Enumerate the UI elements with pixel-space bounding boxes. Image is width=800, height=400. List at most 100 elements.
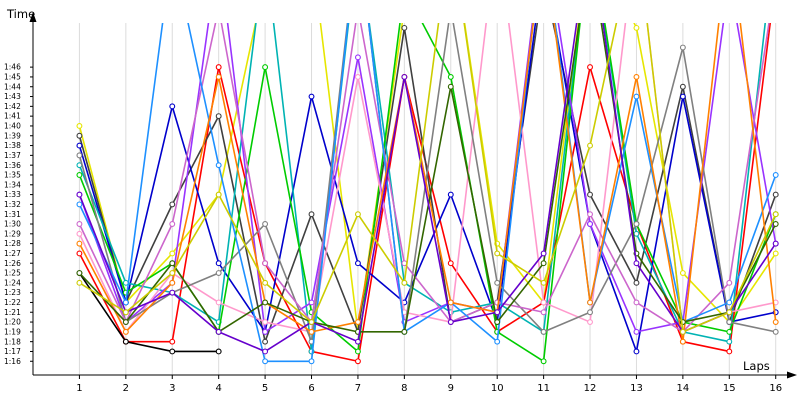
- series-5-point-lap-14: [679, 93, 686, 100]
- series-1-point-lap-16: [772, 250, 779, 257]
- series-16-point-lap-12: [587, 142, 593, 149]
- series-13-point-lap-9: [447, 299, 454, 306]
- series-9-point-lap-4: [215, 299, 222, 306]
- x-tick-labels: 1 2 3 4 5 6 7 8 9 10 11 12 13 14 15 16: [76, 375, 782, 394]
- y-tick-label: 1:32: [4, 200, 21, 209]
- series-7-point-lap-9: [447, 73, 454, 80]
- series-14-point-lap-8: [401, 328, 408, 335]
- y-tick-label: 1:30: [4, 220, 21, 229]
- series-16-point-lap-8: [401, 279, 408, 286]
- series-3-point-lap-3: [169, 348, 176, 355]
- series-12-point-lap-10: [494, 338, 501, 345]
- x-tick-label: 6: [308, 383, 314, 394]
- series-5-line: [78, 23, 776, 353]
- series-9-point-lap-1: [76, 230, 83, 237]
- series-10-point-lap-15: [726, 319, 733, 326]
- series-16-point-lap-2: [122, 309, 129, 316]
- series-13-point-lap-2: [122, 328, 129, 335]
- series-10-point-lap-1: [76, 152, 83, 159]
- series-3-point-lap-4: [215, 348, 222, 355]
- series-5-point-lap-7: [354, 260, 361, 267]
- series-11-point-lap-5: [262, 260, 269, 267]
- series-16-point-lap-7: [354, 211, 361, 218]
- series-12-point-lap-15: [726, 299, 733, 306]
- series-5-point-lap-9: [447, 191, 454, 198]
- series-16-point-lap-10: [494, 250, 501, 257]
- series-11-point-lap-15: [726, 279, 733, 286]
- series-14-point-lap-16: [772, 221, 779, 227]
- series-14-point-lap-2: [122, 319, 129, 326]
- series-15-point-lap-5: [262, 348, 269, 355]
- y-tick-label: 1:45: [4, 73, 21, 82]
- y-tick-label: 1:38: [4, 141, 21, 150]
- series-15-point-lap-8: [401, 73, 408, 80]
- y-tick-label: 1:17: [4, 347, 21, 356]
- series-16-point-lap-1: [76, 279, 83, 286]
- series-11-line: [78, 23, 770, 333]
- series-11-point-lap-13: [633, 299, 640, 306]
- series-9-point-lap-7: [354, 73, 361, 80]
- y-tick-label: 1:18: [4, 337, 21, 346]
- y-tick-label: 1:44: [4, 82, 21, 91]
- series-15-point-lap-4: [215, 328, 222, 335]
- x-tick-label: 4: [215, 383, 221, 394]
- series-12-point-lap-4: [215, 162, 222, 169]
- series-15-point-lap-16: [772, 240, 779, 247]
- series-2-point-lap-3: [169, 338, 176, 345]
- y-tick-label: 1:27: [4, 249, 21, 258]
- y-tick-label: 1:22: [4, 298, 21, 307]
- y-tick-label: 1:25: [4, 269, 21, 278]
- y-tick-label: 1:33: [4, 190, 21, 199]
- series-16-point-lap-3: [169, 270, 176, 276]
- series-9-point-lap-5: [262, 319, 269, 326]
- series-4-point-lap-1: [76, 132, 83, 139]
- series-3-line: [78, 272, 219, 353]
- series-6-line: [78, 23, 767, 353]
- x-tick-label: 12: [584, 383, 597, 394]
- series-9-point-lap-11: [540, 299, 547, 306]
- y-tick-labels: 1:161:171:181:191:201:211:221:231:241:25…: [4, 63, 33, 366]
- series-7-point-lap-7: [354, 348, 361, 355]
- x-tick-label: 11: [537, 383, 550, 394]
- y-tick-label: 1:19: [4, 327, 21, 336]
- series-11-point-lap-12: [587, 211, 593, 218]
- series-12-point-lap-16: [772, 172, 779, 178]
- series-3-point-lap-2: [122, 338, 129, 345]
- series-4-point-lap-16: [772, 191, 779, 198]
- series-12-point-lap-13: [633, 93, 640, 100]
- series-13-point-lap-6: [308, 328, 315, 335]
- series-12-point-lap-2: [122, 299, 129, 306]
- series-4-point-lap-14: [679, 83, 686, 90]
- series-15-point-lap-10: [494, 309, 501, 316]
- y-tick-label: 1:16: [4, 357, 21, 366]
- series-6-point-lap-13: [633, 230, 640, 237]
- series-1-point-lap-8: [402, 6, 407, 11]
- series-15-point-lap-7: [354, 338, 361, 345]
- y-tick-label: 1:23: [4, 288, 21, 297]
- series-10-point-lap-5: [262, 221, 269, 227]
- y-tick-label: 1:31: [4, 210, 21, 219]
- x-tick-label: 14: [677, 383, 690, 394]
- series-9-point-lap-12: [587, 319, 593, 326]
- series-15-point-lap-9: [447, 319, 454, 326]
- series-4-point-lap-13: [633, 279, 640, 286]
- series-1-point-lap-14: [679, 270, 686, 276]
- x-tick-label: 16: [769, 383, 782, 394]
- y-tick-label: 1:29: [4, 229, 21, 238]
- series-1-point-lap-1: [76, 123, 83, 129]
- y-tick-label: 1:41: [4, 112, 21, 121]
- series-7-point-lap-1: [76, 172, 83, 178]
- series-5-point-lap-13: [633, 348, 640, 355]
- series-13-point-lap-14: [679, 338, 686, 345]
- series-15-point-lap-1: [76, 191, 83, 198]
- y-tick-label: 1:42: [4, 102, 21, 111]
- y-tick-label: 1:24: [4, 278, 21, 287]
- series-2-point-lap-4: [215, 64, 222, 71]
- x-tick-label: 10: [491, 383, 504, 394]
- y-axis-arrow: [29, 12, 37, 22]
- y-tick-label: 1:34: [4, 180, 21, 189]
- series-1-point-lap-13: [633, 24, 640, 31]
- series-16-point-lap-14: [679, 328, 686, 335]
- series-16-line: [78, 23, 777, 333]
